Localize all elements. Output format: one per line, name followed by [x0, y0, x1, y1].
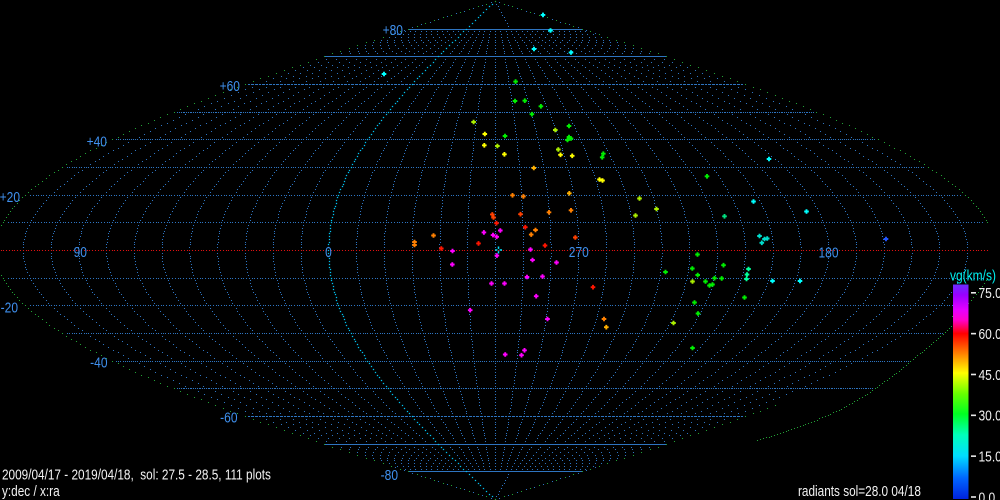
svg-text:2009/04/17 - 2019/04/18, sol:: 2009/04/17 - 2019/04/18, sol: 27.5 - 28.… [2, 466, 271, 483]
svg-text:30.0: 30.0 [978, 407, 1000, 424]
svg-text:radiants sol=28.0 04/18: radiants sol=28.0 04/18 [798, 483, 921, 500]
svg-text:-60: -60 [220, 409, 238, 426]
svg-text:45.0: 45.0 [978, 367, 1000, 384]
svg-text:-80: -80 [381, 467, 399, 484]
svg-text:90: 90 [74, 244, 88, 261]
svg-text:-20: -20 [1, 299, 19, 316]
svg-text:+60: +60 [220, 78, 241, 95]
svg-text:vg(km/s): vg(km/s) [950, 267, 996, 284]
svg-text:y:dec / x:ra: y:dec / x:ra [2, 483, 60, 500]
svg-text:0.0: 0.0 [978, 489, 995, 500]
svg-text:+80: +80 [383, 22, 404, 39]
svg-text:270: 270 [569, 244, 589, 261]
svg-text:0: 0 [325, 244, 332, 261]
svg-text:+40: +40 [87, 133, 108, 150]
svg-text:180: 180 [818, 244, 838, 261]
svg-text:15.0: 15.0 [978, 448, 1000, 465]
svg-text:+20: +20 [0, 189, 20, 206]
svg-text:-40: -40 [90, 354, 108, 371]
svg-text:60.0: 60.0 [978, 326, 1000, 343]
svg-text:75.0: 75.0 [978, 285, 1000, 302]
